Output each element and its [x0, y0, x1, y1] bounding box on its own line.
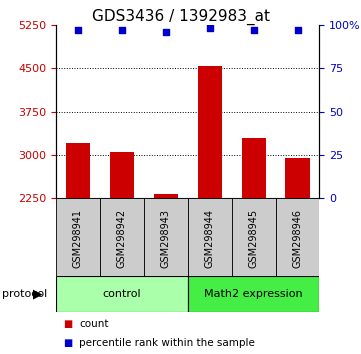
Text: GSM298946: GSM298946 [292, 209, 303, 268]
Point [251, 27, 257, 33]
Text: GSM298942: GSM298942 [117, 209, 127, 268]
Bar [66, 143, 90, 198]
Text: protocol: protocol [2, 289, 47, 299]
Bar [197, 67, 222, 198]
Bar [242, 137, 266, 198]
Text: GSM298943: GSM298943 [161, 209, 171, 268]
Text: ■: ■ [63, 319, 73, 329]
FancyBboxPatch shape [56, 198, 100, 276]
FancyBboxPatch shape [275, 198, 319, 276]
Point [119, 27, 125, 33]
FancyBboxPatch shape [232, 198, 275, 276]
Bar [286, 158, 310, 198]
Text: GSM298945: GSM298945 [249, 209, 258, 268]
FancyBboxPatch shape [188, 198, 232, 276]
FancyBboxPatch shape [144, 198, 188, 276]
Text: control: control [103, 289, 141, 299]
Text: ■: ■ [63, 338, 73, 348]
Point [207, 25, 213, 31]
Text: percentile rank within the sample: percentile rank within the sample [79, 338, 255, 348]
Text: Math2 expression: Math2 expression [204, 289, 303, 299]
Text: GDS3436 / 1392983_at: GDS3436 / 1392983_at [91, 9, 270, 25]
Point [295, 27, 300, 33]
Text: GSM298944: GSM298944 [205, 209, 215, 268]
Bar [154, 194, 178, 198]
Point [75, 27, 81, 33]
Text: count: count [79, 319, 109, 329]
FancyBboxPatch shape [56, 276, 188, 312]
Text: GSM298941: GSM298941 [73, 209, 83, 268]
Bar [110, 152, 134, 198]
Text: ▶: ▶ [33, 287, 43, 300]
FancyBboxPatch shape [188, 276, 319, 312]
FancyBboxPatch shape [100, 198, 144, 276]
Point [163, 29, 169, 35]
